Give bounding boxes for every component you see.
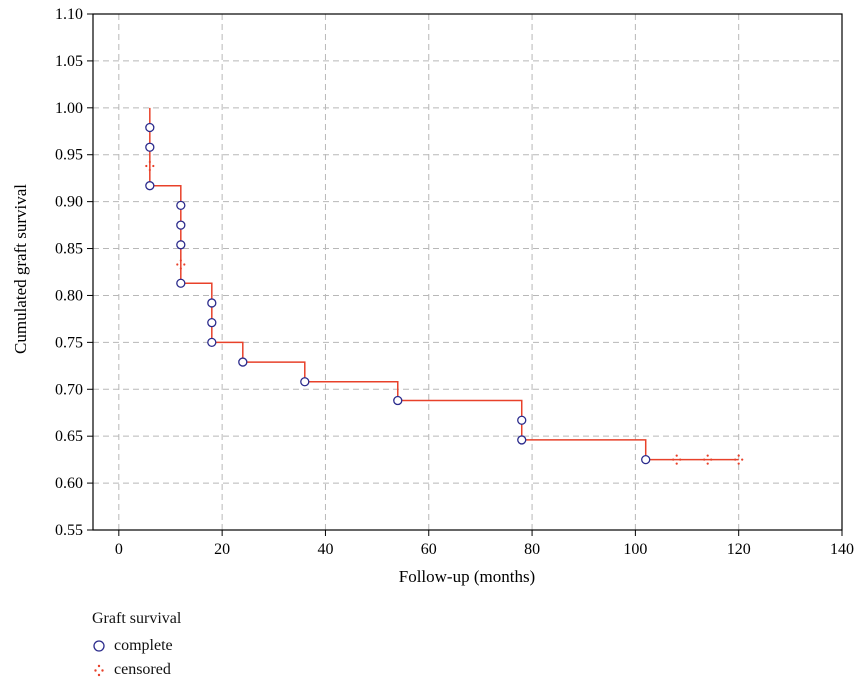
y-tick-label: 0.90: [55, 194, 83, 211]
complete-marker: [300, 377, 310, 387]
complete-marker: [145, 142, 155, 152]
y-axis-label: Cumulated graft survival: [11, 184, 30, 354]
censored-dot: [675, 454, 678, 457]
censored-marker: [176, 259, 186, 270]
circle-icon: [92, 639, 114, 653]
x-tick-label: 60: [421, 541, 437, 558]
x-tick-label: 140: [830, 541, 854, 558]
complete-marker: [176, 220, 186, 230]
censored-dot: [734, 458, 737, 461]
censored-dot: [706, 454, 709, 457]
censored-dot: [703, 458, 706, 461]
y-tick-label: 0.65: [55, 428, 83, 445]
x-tick-label: 120: [727, 541, 751, 558]
complete-marker: [145, 181, 155, 191]
censored-dot: [737, 462, 740, 465]
complete-marker: [641, 454, 651, 465]
censored-dot: [148, 168, 151, 172]
censored-dot: [148, 160, 151, 164]
complete-marker: [176, 200, 186, 211]
complete-marker: [238, 357, 248, 367]
x-tick-label: 40: [317, 541, 333, 558]
censored-dot: [679, 458, 682, 461]
y-tick-label: 0.70: [55, 381, 83, 398]
complete-marker: [393, 395, 403, 406]
censored-dot: [176, 263, 179, 266]
grid: [93, 14, 842, 530]
complete-marker: [145, 122, 155, 133]
censored-dot: [179, 259, 182, 262]
legend-item-complete: complete: [92, 634, 181, 658]
legend-item-censored: censored: [92, 658, 181, 682]
plot-frame: [92, 13, 843, 531]
censored-marker: [145, 160, 155, 172]
complete-marker: [176, 240, 186, 250]
complete-marker: [207, 318, 217, 328]
chart: 0 20 40 60 80 100 120 140 0.55 0.60 0.65 0.70 0.75 0.…: [11, 6, 854, 586]
y-tick-label: 0.95: [55, 147, 83, 164]
complete-marker: [517, 415, 527, 425]
legend-label-complete: complete: [114, 637, 173, 654]
x-tick-label: 100: [623, 541, 647, 558]
y-tick-label: 1.05: [55, 53, 83, 70]
axes: 0 20 40 60 80 100 120 140 0.55 0.60 0.65 0.70 0.75 0.…: [55, 6, 854, 558]
censored-dot: [741, 458, 744, 461]
complete-marker: [176, 278, 186, 288]
censored-dot: [675, 462, 678, 465]
legend: Graft survival complete censored: [92, 610, 181, 682]
x-tick-label: 0: [115, 541, 123, 558]
survival-step-line: [149, 107, 739, 461]
censored-dot: [737, 454, 740, 457]
markers: [145, 122, 744, 465]
y-tick-label: 0.60: [55, 475, 83, 492]
legend-label-censored: censored: [114, 661, 171, 678]
y-tick-label: 1.10: [55, 6, 83, 23]
complete-marker: [517, 435, 527, 445]
censored-marker: [672, 454, 682, 465]
complete-marker: [207, 337, 217, 348]
censored-cross-icon: [92, 663, 114, 677]
censored-dot: [706, 462, 709, 465]
censored-dot: [672, 458, 675, 461]
plot-lines: [149, 107, 739, 461]
censored-dot: [710, 458, 713, 461]
y-tick-label: 0.85: [55, 241, 83, 258]
y-tick-label: 0.55: [55, 522, 83, 539]
censored-dot: [152, 164, 155, 168]
complete-marker: [207, 298, 217, 308]
censored-marker: [703, 454, 713, 465]
censored-dot: [179, 267, 182, 270]
y-tick-label: 1.00: [55, 100, 83, 117]
y-tick-label: 0.80: [55, 287, 83, 304]
censored-dot: [183, 263, 186, 266]
x-tick-label: 80: [524, 541, 540, 558]
legend-title: Graft survival: [92, 610, 182, 627]
censored-dot: [145, 164, 148, 168]
x-axis-label: Follow-up (months): [399, 567, 535, 586]
y-tick-label: 0.75: [55, 334, 83, 351]
censored-marker: [734, 454, 744, 465]
x-tick-label: 20: [214, 541, 230, 558]
